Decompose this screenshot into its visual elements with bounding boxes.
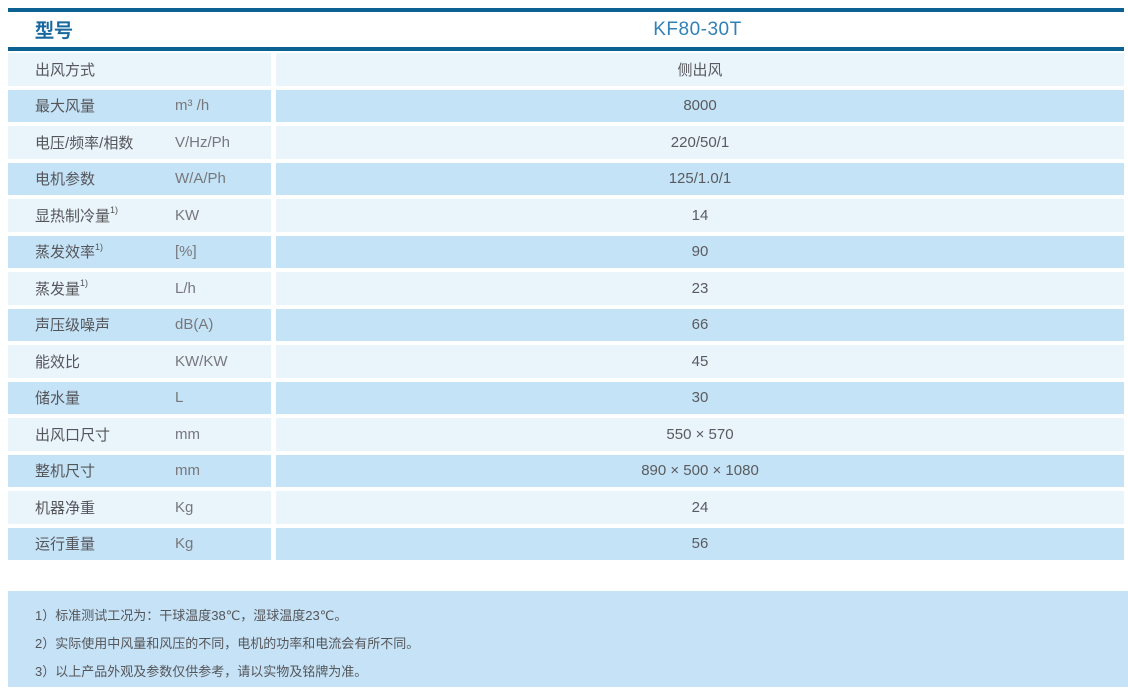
- spec-unit: mm: [175, 462, 200, 480]
- spec-value: 56: [276, 527, 1124, 560]
- spec-label-cell: 机器净重 Kg: [8, 491, 271, 524]
- spec-label-cell: 蒸发量 1) L/h: [8, 272, 271, 305]
- spec-unit: m³ /h: [175, 97, 210, 115]
- footnote: 3）以上产品外观及参数仅供参考，请以实物及铭牌为准。: [35, 664, 368, 679]
- table-row: 电机参数 W/A/Ph 125/1.0/1: [8, 162, 1124, 195]
- spec-value: 8000: [276, 89, 1124, 122]
- table-row: 机器净重 Kg 24: [8, 491, 1124, 524]
- spec-value: 90: [276, 235, 1124, 268]
- spec-label-cell: 出风口尺寸 mm: [8, 418, 271, 451]
- model-label: 型号: [35, 21, 74, 42]
- table-row: 蒸发量 1) L/h 23: [8, 272, 1124, 305]
- spec-unit: L/h: [175, 279, 196, 297]
- spec-label-cell: 电机参数 W/A/Ph: [8, 162, 271, 195]
- spec-label: 声压级噪声: [35, 317, 111, 335]
- spec-unit: dB(A): [175, 316, 214, 334]
- spec-label: 电压/频率/相数: [35, 134, 134, 152]
- table-row: 能效比 KW/KW 45: [8, 345, 1124, 378]
- spec-table: 型号 KF80-30T 出风方式 侧出风 最大风量 m³ /h 8000 电压/频…: [8, 8, 1124, 564]
- spec-label-cell: 储水量 L: [8, 381, 271, 414]
- table-row: 出风方式 侧出风: [8, 53, 1124, 86]
- footnote: 2）实际使用中风量和风压的不同，电机的功率和电流会有所不同。: [35, 636, 420, 651]
- spec-rows: 出风方式 侧出风 最大风量 m³ /h 8000 电压/频率/相数 V/Hz/Ph …: [8, 53, 1124, 560]
- spec-label: 出风方式: [35, 61, 96, 79]
- footnote-marker: 1): [80, 278, 89, 289]
- spec-label-cell: 电压/频率/相数 V/Hz/Ph: [8, 126, 271, 159]
- spec-value: 550 × 570: [276, 418, 1124, 451]
- spec-unit: KW: [175, 206, 200, 224]
- spec-unit: KW/KW: [175, 352, 228, 370]
- spec-value: 23: [276, 272, 1124, 305]
- spec-unit: mm: [175, 425, 200, 443]
- table-row: 显热制冷量 1) KW 14: [8, 199, 1124, 232]
- spec-value: 侧出风: [276, 53, 1124, 86]
- spec-label-cell: 运行重量 Kg: [8, 527, 271, 560]
- spec-unit: L: [175, 389, 184, 407]
- header-rule: [8, 47, 1124, 51]
- table-row: 运行重量 Kg 56: [8, 527, 1124, 560]
- spec-value: 45: [276, 345, 1124, 378]
- spec-unit: [%]: [175, 243, 197, 261]
- footnote-marker: 1): [110, 205, 119, 216]
- table-header-row: 型号 KF80-30T: [8, 12, 1124, 47]
- spec-value: 14: [276, 199, 1124, 232]
- spec-unit: W/A/Ph: [175, 170, 226, 188]
- spec-label-cell: 最大风量 m³ /h: [8, 89, 271, 122]
- spec-label: 电机参数: [35, 171, 96, 189]
- footnote-marker: 1): [95, 241, 104, 252]
- spec-unit: V/Hz/Ph: [175, 133, 231, 151]
- spec-label-cell: 整机尺寸 mm: [8, 454, 271, 487]
- spec-label-cell: 出风方式: [8, 53, 271, 86]
- spec-label: 运行重量: [35, 536, 96, 554]
- spec-value: 220/50/1: [276, 126, 1124, 159]
- spec-value: 125/1.0/1: [276, 162, 1124, 195]
- table-row: 出风口尺寸 mm 550 × 570: [8, 418, 1124, 451]
- spec-label: 显热制冷量: [35, 207, 111, 225]
- table-row: 最大风量 m³ /h 8000: [8, 89, 1124, 122]
- spec-value: 66: [276, 308, 1124, 341]
- footnote: 1）标准测试工况为：干球温度38℃，湿球温度23℃。: [35, 608, 348, 623]
- footnotes-panel: 1）标准测试工况为：干球温度38℃，湿球温度23℃。 2）实际使用中风量和风压的…: [8, 591, 1128, 687]
- table-row: 电压/频率/相数 V/Hz/Ph 220/50/1: [8, 126, 1124, 159]
- spec-value: 890 × 500 × 1080: [276, 454, 1124, 487]
- table-row: 蒸发效率 1) [%] 90: [8, 235, 1124, 268]
- spec-label: 整机尺寸: [35, 463, 96, 481]
- spec-unit: Kg: [175, 535, 194, 553]
- model-value: KF80-30T: [653, 18, 742, 40]
- table-row: 整机尺寸 mm 890 × 500 × 1080: [8, 454, 1124, 487]
- spec-label-cell: 显热制冷量 1) KW: [8, 199, 271, 232]
- spec-unit: Kg: [175, 498, 194, 516]
- spec-value: 24: [276, 491, 1124, 524]
- top-rule: [8, 8, 1124, 12]
- spec-label: 蒸发效率: [35, 244, 96, 262]
- spec-label: 最大风量: [35, 98, 96, 116]
- spec-label-cell: 蒸发效率 1) [%]: [8, 235, 271, 268]
- spec-label-cell: 能效比 KW/KW: [8, 345, 271, 378]
- spec-label: 出风口尺寸: [35, 426, 111, 444]
- spec-label: 蒸发量: [35, 280, 81, 298]
- spec-label: 能效比: [35, 353, 81, 371]
- spec-label: 储水量: [35, 390, 81, 408]
- spec-label-cell: 声压级噪声 dB(A): [8, 308, 271, 341]
- spec-value: 30: [276, 381, 1124, 414]
- table-row: 声压级噪声 dB(A) 66: [8, 308, 1124, 341]
- table-row: 储水量 L 30: [8, 381, 1124, 414]
- spec-label: 机器净重: [35, 499, 96, 517]
